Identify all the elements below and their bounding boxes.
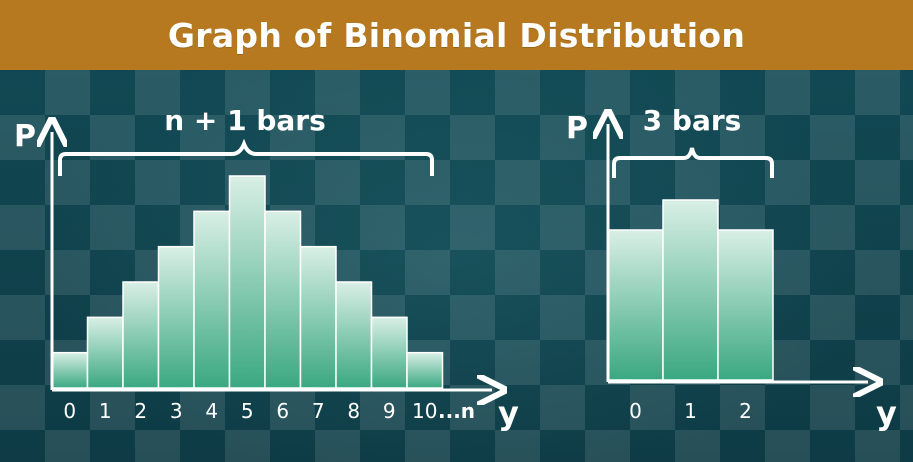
left-chart-bar-8 bbox=[335, 281, 373, 389]
left-chart-annotation: n + 1 bars bbox=[164, 104, 326, 137]
left-chart-tick-label: 10 bbox=[412, 399, 437, 423]
right-chart-bar-2 bbox=[717, 229, 774, 381]
left-chart-tick-label: 6 bbox=[276, 399, 289, 423]
left-chart-bar-1 bbox=[86, 316, 124, 389]
right-chart-brace bbox=[612, 147, 774, 178]
left-chart-bar-3 bbox=[157, 245, 195, 389]
right-chart-bar-1 bbox=[662, 199, 719, 381]
left-chart: P y 0 1 2 3 4 5 6 7 8 9 10 ...n n + 1 bars bbox=[14, 104, 519, 432]
right-chart-tick-label: 1 bbox=[684, 399, 697, 423]
left-chart-tick-label: 9 bbox=[383, 399, 396, 423]
left-chart-tick-label: 3 bbox=[170, 399, 183, 423]
slide-title: Graph of Binomial Distribution bbox=[167, 15, 746, 55]
left-chart-bar-2 bbox=[122, 281, 160, 389]
right-chart-tick-label: 0 bbox=[629, 399, 642, 423]
right-chart-tick-labels: 0 1 2 bbox=[629, 399, 752, 423]
right-chart: P y 0 1 2 3 bars bbox=[566, 104, 897, 432]
left-chart-bar-9 bbox=[370, 316, 408, 389]
left-chart-bars bbox=[51, 175, 444, 389]
right-chart-annotation: 3 bars bbox=[643, 104, 742, 137]
left-chart-bar-6 bbox=[264, 210, 302, 389]
left-chart-ylabel: P bbox=[14, 119, 36, 154]
title-bar: Graph of Binomial Distribution bbox=[0, 0, 913, 70]
left-chart-bar-7 bbox=[299, 245, 337, 389]
left-chart-tick-label: 2 bbox=[134, 399, 147, 423]
left-chart-bar-5 bbox=[228, 175, 266, 389]
right-chart-xlabel: y bbox=[876, 394, 897, 432]
left-chart-tick-label: 5 bbox=[241, 399, 254, 423]
left-chart-brace bbox=[58, 138, 434, 176]
left-chart-bar-0 bbox=[51, 351, 89, 389]
left-chart-tick-labels: 0 1 2 3 4 5 6 7 8 9 10 bbox=[63, 399, 437, 423]
right-chart-bar-0 bbox=[607, 229, 664, 381]
left-chart-tick-label: 0 bbox=[63, 399, 76, 423]
right-chart-tick-label: 2 bbox=[739, 399, 752, 423]
left-chart-tick-label: 4 bbox=[205, 399, 218, 423]
left-chart-xlabel: y bbox=[498, 394, 519, 432]
left-chart-bar-10 bbox=[406, 351, 444, 389]
left-chart-bar-4 bbox=[193, 210, 231, 389]
right-chart-bars bbox=[607, 199, 774, 381]
left-chart-tick-label: 1 bbox=[99, 399, 112, 423]
left-chart-tick-label: 7 bbox=[312, 399, 325, 423]
right-chart-ylabel: P bbox=[566, 111, 588, 146]
left-chart-tick-label: 8 bbox=[347, 399, 360, 423]
left-chart-extra-tick: ...n bbox=[438, 399, 475, 423]
